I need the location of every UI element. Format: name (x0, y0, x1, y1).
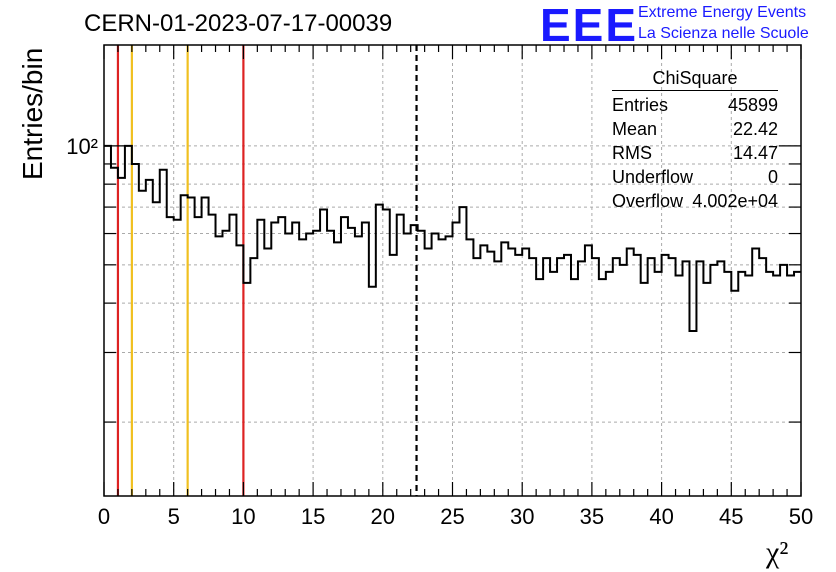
stats-row-rms: RMS 14.47 (612, 141, 778, 165)
stats-value: 45899 (727, 95, 778, 115)
eee-logo: EEE (540, 0, 639, 51)
x-tick-label: 40 (649, 504, 673, 529)
stats-value: 0 (767, 167, 778, 187)
stats-label: Underflow (612, 167, 694, 187)
x-tick-label: 5 (168, 504, 180, 529)
stats-value: 4.002e+04 (692, 191, 778, 211)
x-tick-label: 20 (371, 504, 395, 529)
x-tick-label: 50 (789, 504, 813, 529)
x-axis-label: χ² (765, 536, 788, 569)
chart-title: CERN-01-2023-07-17-00039 (84, 10, 393, 37)
y-axis-label: Entries/bin (17, 48, 48, 180)
stats-row-entries: Entries 45899 (612, 93, 778, 117)
stats-box: ChiSquare Entries 45899 Mean 22.42 RMS 1… (612, 68, 778, 213)
tick-labels: 0 5 10 15 20 25 30 35 40 45 50 10² (66, 134, 813, 529)
y-tick-label: 10² (66, 134, 98, 159)
stats-row-mean: Mean 22.42 (612, 117, 778, 141)
stats-label: RMS (612, 143, 652, 163)
histogram-outline (104, 144, 801, 333)
x-tick-label: 10 (231, 504, 255, 529)
stats-label: Mean (612, 119, 658, 139)
vertical-marker-lines (116, 45, 418, 496)
stats-label: Overflow (612, 191, 684, 211)
x-tick-label: 35 (580, 504, 604, 529)
stats-row-underflow: Underflow 0 (612, 165, 778, 189)
x-tick-label: 45 (719, 504, 743, 529)
stats-row-overflow: Overflow 4.002e+04 (612, 189, 778, 213)
axis-labels: Entries/bin χ² (17, 48, 788, 569)
x-tick-label: 25 (440, 504, 464, 529)
x-tick-label: 30 (510, 504, 534, 529)
stats-value: 22.42 (732, 119, 778, 139)
histogram (104, 144, 801, 333)
x-tick-label: 15 (301, 504, 325, 529)
stats-title: ChiSquare (612, 68, 778, 91)
stats-label: Entries (612, 95, 669, 115)
x-tick-label: 0 (98, 504, 110, 529)
stats-value: 14.47 (732, 143, 778, 163)
axis-ticks (103, 45, 802, 496)
logo-caption-line2: La Scienza nelle Scuole (638, 25, 809, 42)
logo-caption-line1: Extreme Energy Events (638, 4, 807, 21)
